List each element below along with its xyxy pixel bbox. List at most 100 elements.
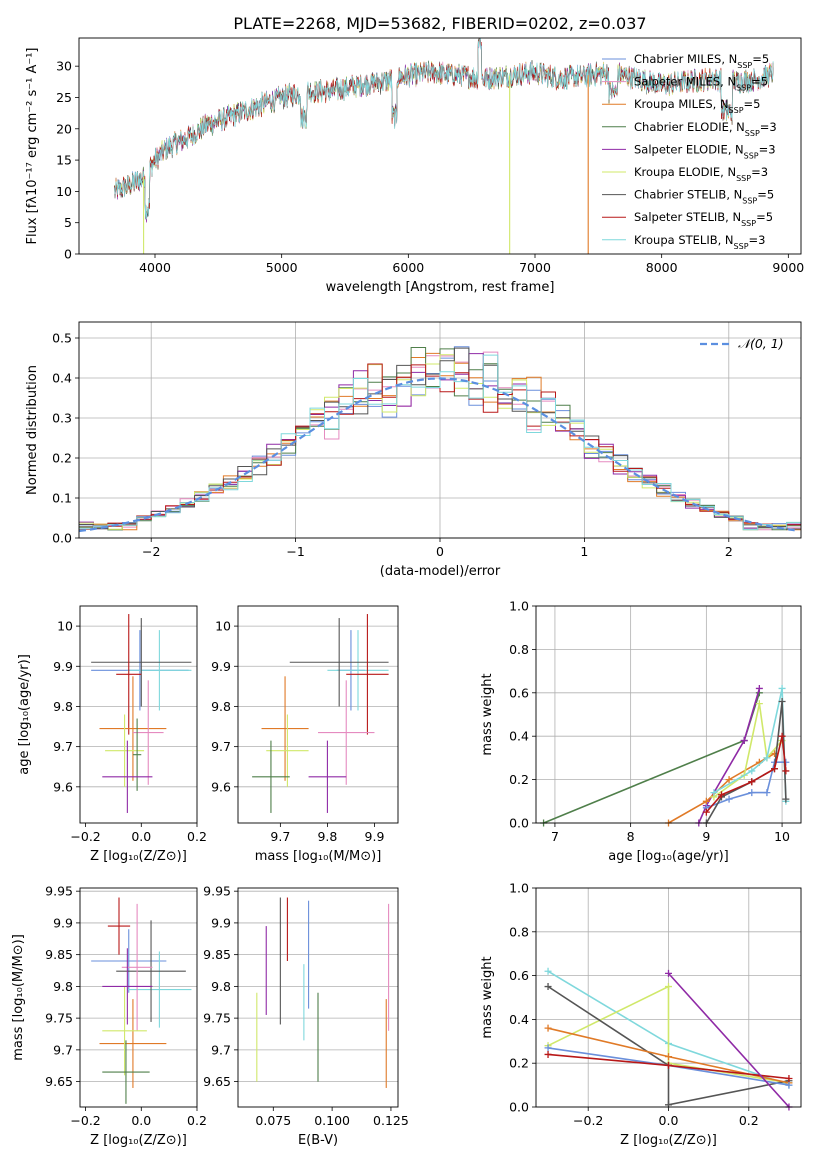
legend-entry: Salpeter ELODIE, NSSP=3: [634, 142, 776, 160]
y-tick-label: 9.95: [45, 884, 73, 899]
weight_vs_age-marker-6-5: [782, 795, 790, 803]
legend-subscript: SSP: [734, 241, 749, 250]
weight_vs_age-marker-2-1: [702, 797, 710, 805]
x-tick-label: 0.0: [131, 829, 151, 844]
spectrum-y-label: Flux [fλ10⁻¹⁷ erg cm⁻² s⁻¹ A⁻¹]: [25, 48, 40, 245]
y-tick-label: 9.8: [53, 699, 73, 714]
legend-subscript: SSP: [736, 83, 751, 92]
y-tick-label: 30: [56, 59, 72, 74]
mass_vs_EBV-axes: 0.075 0.100 0.125 9.65 9.7 9.75 9.8 9.85 9.9 9.95…: [203, 884, 409, 1148]
y-tick-label: 9.7: [211, 739, 231, 754]
weight_vs_age-marker-3-2: [748, 789, 756, 797]
y-tick-label: 0.6: [509, 685, 529, 700]
weight_vs_Z-x-label: Z [log₁₀(Z/Z⊙)]: [620, 1133, 717, 1148]
y-tick-label: 0: [64, 247, 72, 262]
y-tick-label: 9.8: [53, 979, 73, 994]
legend-suffix: =3: [759, 142, 776, 156]
y-tick-label: 1.0: [509, 881, 529, 896]
weight_vs_Z-marker-5-0: [544, 1050, 552, 1058]
y-tick-label: 9.9: [53, 915, 73, 930]
weight_vs_age-marker-5-1: [748, 767, 756, 775]
panels: 4000 5000 6000 7000 8000 9000051015202530wave…: [11, 37, 804, 1148]
legend-entry: Kroupa ELODIE, NSSP=3: [634, 165, 768, 183]
x-tick-label: 0: [436, 544, 444, 559]
legend-suffix: =5: [752, 52, 769, 66]
weight_vs_age-marker-7-5: [782, 767, 790, 775]
y-tick-label: 0.5: [52, 331, 72, 346]
y-tick-label: 0.8: [509, 924, 529, 939]
x-tick-label: 0.2: [739, 1113, 759, 1128]
legend-suffix: =3: [749, 233, 766, 247]
legend-suffix: =3: [751, 165, 768, 179]
y-tick-label: 0.4: [509, 729, 529, 744]
legend-subscript: SSP: [741, 219, 756, 228]
age_vs_mass-x-label: mass [log₁₀(M/M⊙)]: [255, 849, 382, 864]
x-tick-label: 9.9: [365, 829, 385, 844]
age_vs_Z-frame: [79, 605, 198, 824]
weight_vs_age-marker-5-3: [778, 684, 786, 692]
age_vs_Z-axes: −0.2 0.0 0.2 9.6 9.7 9.8 9.9 10 Z [log₁₀(Z/Z⊙)] a…: [17, 614, 207, 864]
y-tick-label: 0.0: [509, 816, 529, 831]
weight_vs_Z-series-1: [547, 985, 790, 1084]
x-tick-label: 7: [551, 829, 559, 844]
y-tick-label: 9.8: [211, 979, 231, 994]
weight_vs_Z-marker-2-0: [544, 983, 552, 991]
weight_vs_Z-series-6: [667, 972, 790, 1107]
weight_vs_age-marker-1-2: [740, 737, 748, 745]
y-tick-label: 5: [64, 215, 72, 230]
y-tick-label: 0.6: [509, 968, 529, 983]
x-tick-label: −0.2: [70, 1113, 100, 1128]
weight_vs_Z-marker-1-1: [665, 983, 672, 991]
legend-entry: Chabrier ELODIE, NSSP=3: [634, 120, 777, 138]
y-tick-label: 0.1: [52, 491, 72, 506]
legend-entry: Salpeter MILES, NSSP=5: [634, 75, 768, 93]
y-tick-label: 10: [57, 619, 73, 634]
y-tick-label: 9.8: [211, 699, 231, 714]
spectrum-line-8: [114, 38, 774, 220]
y-tick-label: 10: [215, 619, 231, 634]
legend-entry: Kroupa STELIB, NSSP=3: [634, 233, 765, 251]
y-tick-label: 9.65: [203, 1074, 231, 1089]
x-tick-label: 0.100: [314, 1113, 350, 1128]
x-tick-label: 9.8: [317, 829, 337, 844]
x-tick-label: 0.0: [659, 1113, 679, 1128]
weight_vs_age-marker-7-1: [718, 791, 725, 799]
y-tick-label: 9.9: [53, 659, 73, 674]
weight_vs_age-marker-5-0: [710, 789, 718, 797]
y-tick-label: 9.6: [211, 779, 231, 794]
weight_vs_Z-marker-4-2: [785, 1081, 793, 1089]
x-tick-label: 0.125: [373, 1113, 409, 1128]
mass_vs_Z-axes: −0.2 0.0 0.2 9.65 9.7 9.75 9.8 9.85 9.9 9.95 Z [lo…: [11, 884, 207, 1148]
y-tick-label: 9.6: [53, 779, 73, 794]
residuals-y-label: Normed distribution: [25, 365, 40, 495]
x-tick-label: 0.2: [187, 829, 207, 844]
weight_vs_age-series-7: [705, 736, 787, 813]
y-tick-label: 25: [56, 90, 72, 105]
y-tick-label: 9.75: [45, 1011, 73, 1026]
legend-suffix: =3: [760, 120, 777, 134]
y-tick-label: 10: [56, 184, 72, 199]
weight_vs_age-marker-1-3: [755, 684, 763, 692]
legend-entry: Chabrier STELIB, NSSP=5: [634, 188, 774, 206]
weight_vs_age-frame: [535, 605, 802, 824]
weight_vs_age-x-label: age [log₁₀(age/yr)]: [608, 849, 729, 864]
weight_vs_age-marker-5-2: [763, 754, 771, 762]
legend-subscript: SSP: [745, 128, 760, 137]
weight_vs_age-marker-7-2: [748, 778, 756, 786]
legend-subscript: SSP: [744, 151, 759, 160]
y-tick-label: 1.0: [509, 599, 529, 614]
weight_vs_Z-marker-5-1: [665, 1061, 672, 1069]
weight_vs_age-marker-4-2: [755, 700, 763, 708]
weight_vs_age-marker-7-3: [771, 765, 778, 773]
age_vs_mass-frame: [237, 605, 399, 824]
mass_vs_Z-y-label: mass [log₁₀(M/M⊙)]: [11, 934, 26, 1061]
weight_vs_Z-marker-0-0: [544, 967, 552, 975]
x-tick-label: 1: [580, 544, 588, 559]
x-tick-label: 10: [774, 829, 790, 844]
legend-subscript: SSP: [737, 61, 752, 70]
x-tick-label: 8: [627, 829, 635, 844]
y-tick-label: 9.9: [211, 915, 231, 930]
y-tick-label: 0.2: [52, 451, 72, 466]
y-tick-label: 9.7: [53, 739, 73, 754]
y-tick-label: 0.2: [509, 772, 529, 787]
